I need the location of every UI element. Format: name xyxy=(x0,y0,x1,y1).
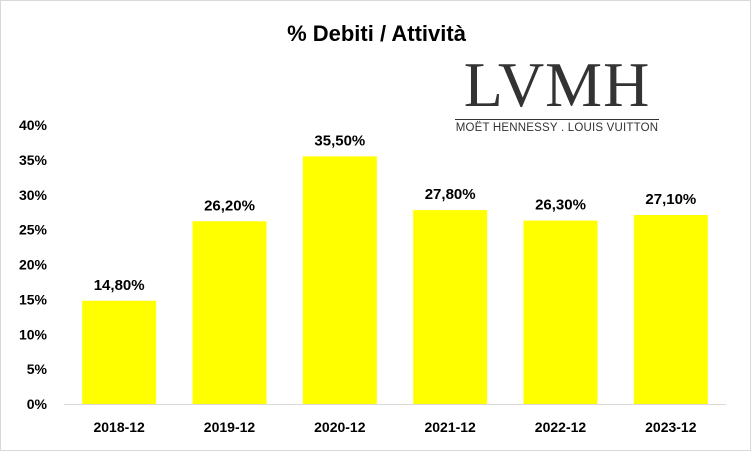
y-tick-label: 5% xyxy=(27,361,48,377)
x-tick-label: 2021-12 xyxy=(424,419,476,435)
bar xyxy=(413,210,488,404)
bar-data-label: 27,80% xyxy=(425,186,476,203)
y-tick-label: 30% xyxy=(19,187,48,203)
y-tick-label: 40% xyxy=(19,117,48,133)
x-tick-label: 2020-12 xyxy=(314,419,366,435)
logo-wordmark: LVMH xyxy=(463,49,651,120)
bar xyxy=(302,156,377,404)
y-tick-label: 10% xyxy=(19,326,48,342)
y-tick-label: 25% xyxy=(19,222,48,238)
bar xyxy=(82,300,157,404)
y-tick-label: 20% xyxy=(19,257,48,273)
bar-data-label: 35,50% xyxy=(314,132,365,149)
x-tick-label: 2018-12 xyxy=(93,419,145,435)
y-tick-label: 15% xyxy=(19,291,48,307)
x-tick-label: 2023-12 xyxy=(645,419,697,435)
lvmh-logo: LVMH MOËT HENNESSY . LOUIS VUITTON xyxy=(451,53,663,139)
logo-divider xyxy=(455,119,659,120)
y-tick-label: 35% xyxy=(19,152,48,168)
bar xyxy=(633,214,708,404)
bar-data-label: 14,80% xyxy=(94,277,145,294)
x-axis: 2018-12 2019-12 2020-12 2021-12 2022-12 2023-… xyxy=(64,404,726,435)
logo-tagline: MOËT HENNESSY . LOUIS VUITTON xyxy=(455,122,659,134)
y-axis: 0% 5% 10% 15% 20% 25% 30% 35% 40% xyxy=(19,117,48,412)
bar xyxy=(523,220,598,404)
bar-data-label: 26,30% xyxy=(535,197,586,214)
bar xyxy=(192,221,267,404)
x-tick-label: 2019-12 xyxy=(204,419,256,435)
chart-title: % Debiti / Attività xyxy=(287,21,466,46)
bars xyxy=(82,156,708,404)
bar-data-label: 26,20% xyxy=(204,197,255,214)
x-tick-label: 2022-12 xyxy=(535,419,587,435)
data-labels: 14,80% 26,20% 35,50% 27,80% 26,30% 27,10% xyxy=(94,132,697,293)
bar-data-label: 27,10% xyxy=(645,191,696,208)
y-tick-label: 0% xyxy=(27,396,48,412)
